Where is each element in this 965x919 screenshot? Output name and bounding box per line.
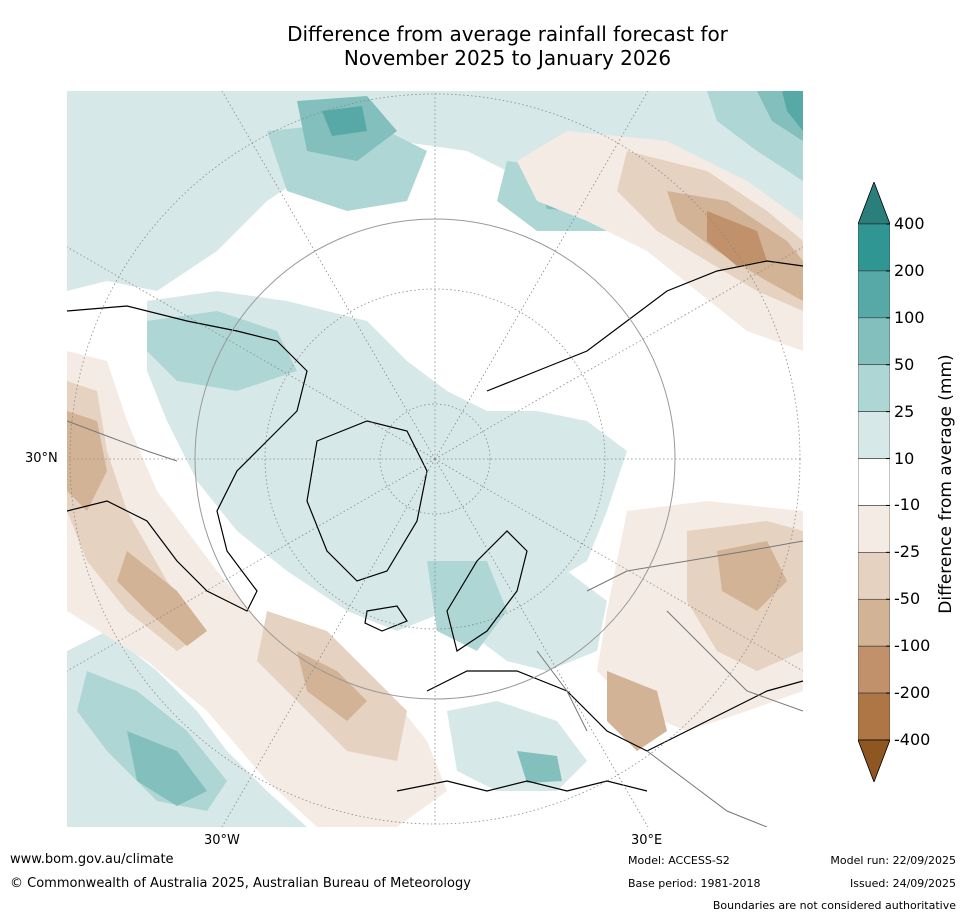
footer-model-run: Model run: 22/09/2025 [830, 854, 956, 867]
dry-region-deep-4 [297, 651, 367, 721]
footer-website: www.bom.gov.au/climate [10, 852, 174, 867]
footer-base-period: Base period: 1981-2018 [628, 877, 761, 890]
colorbar-swatch [858, 364, 890, 412]
graticule-meridian-60w [67, 458, 436, 672]
map-title-line2: November 2025 to January 2026 [343, 46, 672, 70]
boundary-asia-central [666, 610, 803, 712]
coastline-eurasia-arctic [486, 260, 803, 392]
graticule-meridian-30e [434, 458, 649, 827]
wet-anomaly-regions [67, 91, 803, 827]
coastline-mediterranean [396, 780, 648, 792]
wet-region-mid-7 [427, 561, 507, 651]
footer-disclaimer: Boundaries are not considered authoritat… [712, 899, 956, 912]
colorbar-tick-label: -100 [894, 636, 931, 656]
colorbar-extend-bottom [858, 739, 890, 782]
colorbar-swatch [858, 458, 890, 506]
coastline-north-america [67, 305, 308, 612]
colorbar-swatch [858, 645, 890, 694]
colorbar-swatch [858, 598, 890, 647]
wet-region-pacific [67, 631, 307, 827]
footer-copyright: © Commonwealth of Australia 2025, Austra… [10, 876, 471, 891]
colorbar-swatch [858, 270, 890, 319]
dry-region-max-1 [707, 211, 767, 266]
colorbar-tick-label: 10 [894, 448, 915, 468]
graticule-meridian-60e [434, 458, 803, 672]
colorbar-tick-label: 25 [894, 401, 915, 421]
colorbar-tick-label: 400 [894, 214, 925, 233]
wet-region-high-5 [517, 751, 562, 783]
graticule-lat-45-solid [194, 218, 676, 700]
wet-region-mid-4 [147, 311, 297, 391]
colorbar-extend-top [858, 182, 890, 225]
rainfall-map [67, 91, 803, 827]
dry-region-deep-3 [117, 551, 207, 646]
colorbar-tick-label: -50 [894, 589, 921, 609]
colorbar [858, 182, 890, 782]
lon-label-30w: 30°W [204, 833, 240, 848]
national-boundaries [67, 420, 803, 827]
boundary-europe-east [536, 650, 588, 732]
wet-region-max-2 [782, 91, 803, 131]
graticule-meridian-120e [434, 246, 803, 460]
boundary-canada-us [67, 420, 178, 462]
wet-region-high-3 [127, 731, 207, 806]
rainfall-map-svg [67, 91, 803, 827]
dry-anomaly-regions [67, 131, 803, 827]
graticule-lat-60 [264, 288, 606, 630]
colorbar-tick-label: 100 [894, 307, 925, 327]
dry-region-siberia-north [517, 131, 803, 351]
colorbar-tick-label: 200 [894, 260, 925, 280]
footer-model: Model: ACCESS-S2 [628, 854, 730, 867]
colorbar-tick-marks [886, 223, 890, 741]
graticule-meridian-120w [67, 246, 436, 460]
colorbar-tick-label: -400 [894, 730, 931, 749]
colorbar-swatch [858, 552, 890, 600]
coastline-scandinavia [446, 530, 528, 652]
colorbar-swatch [858, 317, 890, 366]
colorbar-tick-label: -10 [894, 495, 921, 515]
coastlines [67, 260, 803, 792]
colorbar-swatch [858, 505, 890, 553]
graticule-solid [194, 218, 676, 700]
colorbar-swatches [858, 182, 890, 782]
coastline-greenland [306, 420, 428, 582]
colorbar-title: Difference from average (mm) [936, 354, 956, 614]
colorbar-swatch [858, 223, 890, 272]
colorbar-tick-label: -25 [894, 542, 921, 562]
graticule-meridian-150e [434, 91, 649, 460]
colorbar-tick-label: -200 [894, 683, 931, 703]
lat-label-30n: 30°N [25, 451, 58, 466]
boundary-middle-east [646, 750, 768, 827]
graticule [67, 91, 803, 827]
dry-region-deep-2 [67, 411, 107, 511]
graticule-meridian-30w [221, 458, 436, 827]
wet-region-max-1 [322, 106, 367, 136]
dry-region-deep-6 [607, 671, 667, 751]
colorbar-swatch [858, 692, 890, 741]
map-title-line1: Difference from average rainfall forecas… [287, 22, 728, 46]
colorbar-tick-label: 50 [894, 354, 915, 374]
coastline-iceland [364, 605, 408, 632]
lon-label-30e: 30°E [631, 833, 663, 848]
graticule-lat-80 [379, 403, 491, 515]
footer-issued: Issued: 24/09/2025 [849, 877, 956, 890]
boundary-russia-south [586, 540, 803, 592]
colorbar-swatch [858, 411, 890, 459]
dry-region-deep-5 [717, 541, 787, 611]
graticule-meridian-150w [221, 91, 436, 460]
coastline-europe [426, 670, 803, 752]
map-title: Difference from average rainfall forecas… [0, 22, 965, 70]
